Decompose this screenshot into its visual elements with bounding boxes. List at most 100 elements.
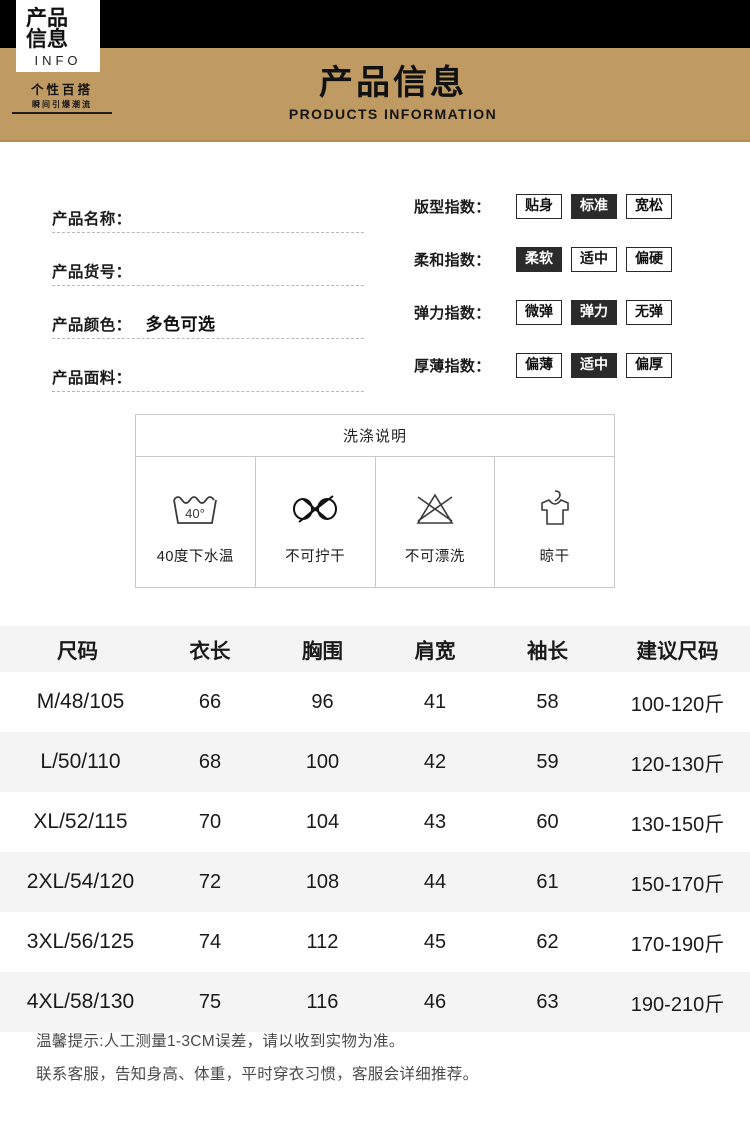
cell-shoulder: 44 [423,870,447,893]
field-label: 产品颜色： [52,317,132,334]
cell-length: 70 [198,810,222,833]
cell-suggested: 120-130斤 [630,753,725,776]
cell-suggested: 130-150斤 [630,813,725,836]
index-option[interactable]: 宽松 [626,194,672,219]
cell-size: 3XL/56/125 [26,930,135,953]
index-option-selected[interactable]: 标准 [571,194,617,219]
index-option[interactable]: 偏薄 [516,353,562,378]
cell-shoulder: 41 [423,690,447,713]
cell-size: 2XL/54/120 [26,870,135,893]
care-cell-wash-temp: 40° 40度下水温 [136,457,255,587]
index-option[interactable]: 偏厚 [626,353,672,378]
banner-gold-band [0,48,750,142]
index-row-fit: 版型指数： 贴身 标准 宽松 [414,180,672,233]
care-cell-line-dry: 晾干 [494,457,614,587]
care-label: 40度下水温 [156,548,234,565]
cell-shoulder: 45 [423,930,447,953]
cell-sleeve: 61 [536,870,559,893]
cell-sleeve: 60 [536,810,559,833]
cell-sleeve: 63 [536,990,559,1013]
cell-length: 68 [198,750,222,773]
page-header-banner: 产品信息 PRODUCTS INFORMATION 产品 信息 INFO 个性百… [0,0,750,142]
brand-logo: 产品 信息 INFO 个性百搭 瞬间引爆潮流 [12,0,116,114]
cell-suggested: 100-120斤 [630,693,725,716]
care-cell-no-bleach: 不可漂洗 [374,457,495,587]
index-option-selected[interactable]: 适中 [571,353,617,378]
cell-bust: 112 [306,930,339,953]
index-option[interactable]: 微弹 [516,300,562,325]
banner-title-cn: 产品信息 [319,64,467,103]
index-row-elasticity: 弹力指数： 微弹 弹力 无弹 [414,286,672,339]
care-label: 不可拧干 [285,548,346,565]
care-cell-no-wring: 不可拧干 [254,457,375,587]
cell-shoulder: 42 [423,750,447,773]
col-header-shoulder: 肩宽 [414,640,456,663]
index-option[interactable]: 偏硬 [626,247,672,272]
logo-slogan-primary: 个性百搭 [30,82,93,97]
logo-white-box: 产品 信息 INFO [16,0,100,72]
product-info-section: 产品名称： 产品货号： 产品颜色： 多色可选 产品面料： 版型指数： 贴身 标准… [0,140,750,392]
cell-bust: 100 [305,750,340,773]
cell-size: 4XL/58/130 [26,990,135,1013]
cell-size: XL/52/115 [33,810,128,833]
no-bleach-icon [409,483,461,535]
banner-title-group: 产品信息 PRODUCTS INFORMATION [0,48,750,140]
footer-notes: 温馨提示:人工测量1-3CM误差，请以收到实物为准。 联系客服，告知身高、体重，… [36,1030,726,1096]
col-header-sleeve: 袖长 [527,640,568,663]
cell-suggested: 190-210斤 [630,993,725,1016]
cell-sleeve: 59 [536,750,559,773]
table-row: 3XL/56/125 74 112 45 62 170-190斤 [0,912,750,972]
care-instructions-table: 洗涤说明 40° 40度下水温 不可拧干 [135,414,615,588]
cell-shoulder: 46 [423,990,447,1013]
cell-sleeve: 62 [536,930,559,953]
index-label: 弹力指数： [414,305,491,322]
logo-text-en: INFO [34,52,82,68]
cell-length: 66 [198,690,222,713]
product-field-fabric: 产品面料： [52,339,364,392]
index-option-selected[interactable]: 弹力 [571,300,617,325]
cell-suggested: 170-190斤 [630,933,725,956]
index-option-selected[interactable]: 柔软 [516,247,562,272]
banner-title-en: PRODUCTS INFORMATION [288,105,498,122]
cell-size: M/48/105 [36,690,125,713]
size-chart-header: 尺码 衣长 胸围 肩宽 袖长 建议尺码 [0,626,750,672]
index-option[interactable]: 贴身 [516,194,562,219]
no-wring-icon [286,483,344,535]
field-value: 多色可选 [145,315,216,334]
cell-length: 72 [198,870,222,893]
index-option[interactable]: 适中 [571,247,617,272]
care-label: 晾干 [539,548,570,565]
banner-black-band [0,0,750,48]
cell-bust: 108 [305,870,340,893]
care-label: 不可漂洗 [404,548,465,565]
col-header-suggested: 建议尺码 [636,640,719,663]
logo-text-line1: 产品 [26,7,68,30]
table-row: L/50/110 68 100 42 59 120-130斤 [0,732,750,792]
index-options: 贴身 标准 宽松 [516,194,672,219]
table-row: XL/52/115 70 104 43 60 130-150斤 [0,792,750,852]
product-field-name: 产品名称： [52,180,364,233]
col-header-bust: 胸围 [302,640,343,663]
wash-tub-40-icon: 40° [168,483,222,535]
table-row: 4XL/58/130 75 116 46 63 190-210斤 [0,972,750,1032]
table-header-row: 尺码 衣长 胸围 肩宽 袖长 建议尺码 [0,626,750,672]
line-dry-shirt-icon [529,483,581,535]
logo-slogan-secondary: 瞬间引爆潮流 [12,99,112,114]
cell-suggested: 150-170斤 [630,873,725,896]
table-row: 2XL/54/120 72 108 44 61 150-170斤 [0,852,750,912]
size-chart-body: M/48/105 66 96 41 58 100-120斤 L/50/110 6… [0,672,750,1032]
logo-text-line2: 信息 [26,28,68,52]
cell-shoulder: 43 [423,810,447,833]
note-measurement-tolerance: 温馨提示:人工测量1-3CM误差，请以收到实物为准。 [36,1033,405,1050]
size-chart-table: 尺码 衣长 胸围 肩宽 袖长 建议尺码 M/48/105 66 96 41 58… [0,626,750,1032]
index-options: 柔软 适中 偏硬 [516,247,672,272]
cell-bust: 96 [311,690,334,713]
index-label: 厚薄指数： [414,358,491,375]
index-option[interactable]: 无弹 [626,300,672,325]
cell-bust: 104 [305,810,340,833]
product-field-code: 产品货号： [52,233,364,286]
field-label: 产品货号： [52,264,132,281]
cell-sleeve: 58 [536,690,559,713]
col-header-size: 尺码 [57,640,98,663]
product-field-color: 产品颜色： 多色可选 [52,286,364,339]
